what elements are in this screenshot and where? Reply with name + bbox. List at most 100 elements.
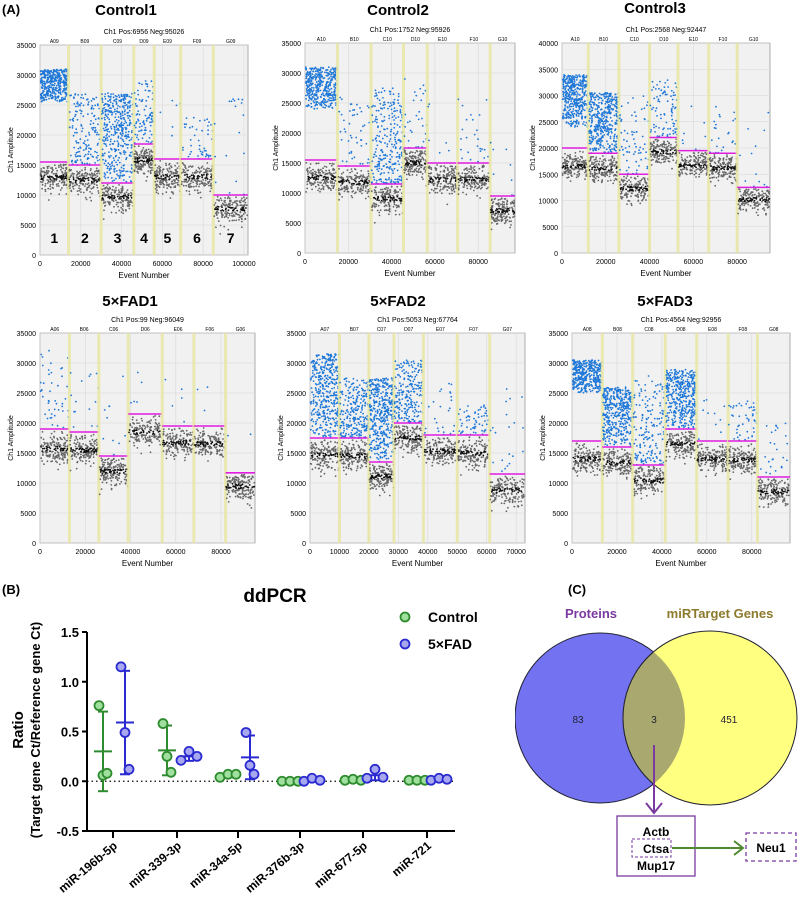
negative-droplet: [112, 185, 114, 188]
positive-droplet: [123, 107, 125, 109]
positive-droplet: [125, 156, 128, 159]
negative-droplet: [44, 190, 47, 193]
negative-droplet: [326, 172, 329, 175]
positive-droplet: [190, 144, 193, 147]
positive-droplet: [378, 162, 381, 165]
positive-droplet: [362, 125, 364, 128]
positive-droplet: [390, 104, 393, 107]
positive-droplet: [108, 167, 111, 170]
negative-droplet: [453, 174, 455, 177]
negative-droplet: [428, 166, 431, 168]
positive-droplet: [49, 82, 52, 85]
negative-droplet: [341, 196, 343, 198]
positive-droplet: [385, 179, 388, 181]
positive-droplet: [572, 108, 575, 110]
negative-droplet: [184, 173, 187, 176]
positive-droplet: [98, 117, 100, 120]
negative-droplet: [576, 174, 578, 176]
positive-droplet: [571, 98, 574, 100]
positive-droplet: [113, 140, 116, 143]
positive-droplet: [565, 95, 568, 98]
positive-droplet: [62, 79, 65, 82]
positive-droplet: [235, 180, 238, 183]
positive-droplet: [115, 110, 118, 113]
positive-droplet: [68, 111, 71, 113]
negative-droplet: [309, 181, 311, 184]
positive-droplet: [187, 155, 190, 158]
positive-droplet: [318, 76, 320, 79]
negative-droplet: [219, 233, 222, 235]
negative-droplet: [176, 181, 179, 184]
positive-droplet: [115, 119, 118, 121]
positive-droplet: [56, 96, 59, 98]
negative-droplet: [461, 172, 464, 175]
positive-droplet: [305, 73, 308, 76]
positive-droplet: [121, 170, 123, 173]
negative-droplet: [478, 167, 481, 170]
positive-droplet: [569, 91, 571, 94]
negative-droplet: [360, 184, 363, 187]
positive-droplet: [365, 142, 368, 145]
negative-droplet: [45, 171, 48, 173]
negative-droplet: [190, 174, 193, 177]
negative-droplet: [501, 208, 504, 211]
negative-droplet: [45, 169, 48, 172]
negative-droplet: [204, 171, 207, 174]
positive-droplet: [49, 80, 51, 83]
positive-droplet: [45, 80, 48, 82]
positive-droplet: [103, 129, 106, 132]
negative-droplet: [49, 188, 52, 190]
negative-droplet: [127, 199, 129, 202]
positive-droplet: [40, 97, 42, 100]
negative-droplet: [127, 203, 130, 206]
negative-droplet: [244, 217, 247, 220]
positive-droplet: [44, 88, 46, 91]
negative-droplet: [333, 182, 336, 185]
positive-droplet: [43, 69, 46, 71]
negative-droplet: [79, 188, 82, 191]
negative-droplet: [195, 171, 198, 174]
negative-droplet: [210, 187, 213, 190]
positive-droplet: [350, 150, 353, 153]
positive-droplet: [121, 138, 124, 141]
negative-droplet: [204, 177, 207, 180]
negative-droplet: [43, 174, 46, 177]
y-tick-label: 5000: [542, 225, 558, 232]
positive-droplet: [52, 96, 54, 98]
positive-droplet: [375, 94, 378, 96]
positive-droplet: [52, 72, 55, 75]
plot-title-control2: Control2: [367, 2, 429, 19]
plot-title-5xfad3: 5×FAD3: [637, 293, 693, 310]
negative-droplet: [490, 228, 493, 231]
positive-droplet: [105, 128, 108, 131]
negative-droplet: [147, 148, 150, 151]
negative-droplet: [513, 215, 516, 218]
positive-droplet: [385, 163, 388, 166]
positive-droplet: [570, 94, 573, 96]
positive-droplet: [393, 98, 396, 101]
positive-droplet: [128, 154, 131, 156]
positive-droplet: [413, 91, 416, 93]
positive-droplet: [117, 148, 120, 151]
positive-droplet: [382, 181, 385, 184]
negative-droplet: [307, 173, 309, 175]
negative-droplet: [565, 159, 568, 162]
positive-droplet: [119, 106, 121, 108]
negative-droplet: [157, 192, 160, 195]
negative-droplet: [203, 168, 205, 170]
negative-droplet: [435, 187, 438, 190]
positive-droplet: [207, 125, 209, 127]
positive-droplet: [376, 165, 379, 168]
positive-droplet: [56, 99, 59, 102]
negative-droplet: [84, 185, 86, 188]
y-tick-label: 15000: [17, 163, 37, 170]
positive-droplet: [201, 129, 204, 132]
positive-droplet: [573, 112, 576, 115]
positive-droplet: [315, 90, 317, 92]
negative-droplet: [406, 161, 409, 164]
negative-droplet: [82, 191, 85, 194]
negative-droplet: [51, 166, 53, 169]
positive-droplet: [584, 85, 586, 87]
negative-droplet: [318, 169, 320, 172]
positive-droplet: [379, 154, 381, 157]
